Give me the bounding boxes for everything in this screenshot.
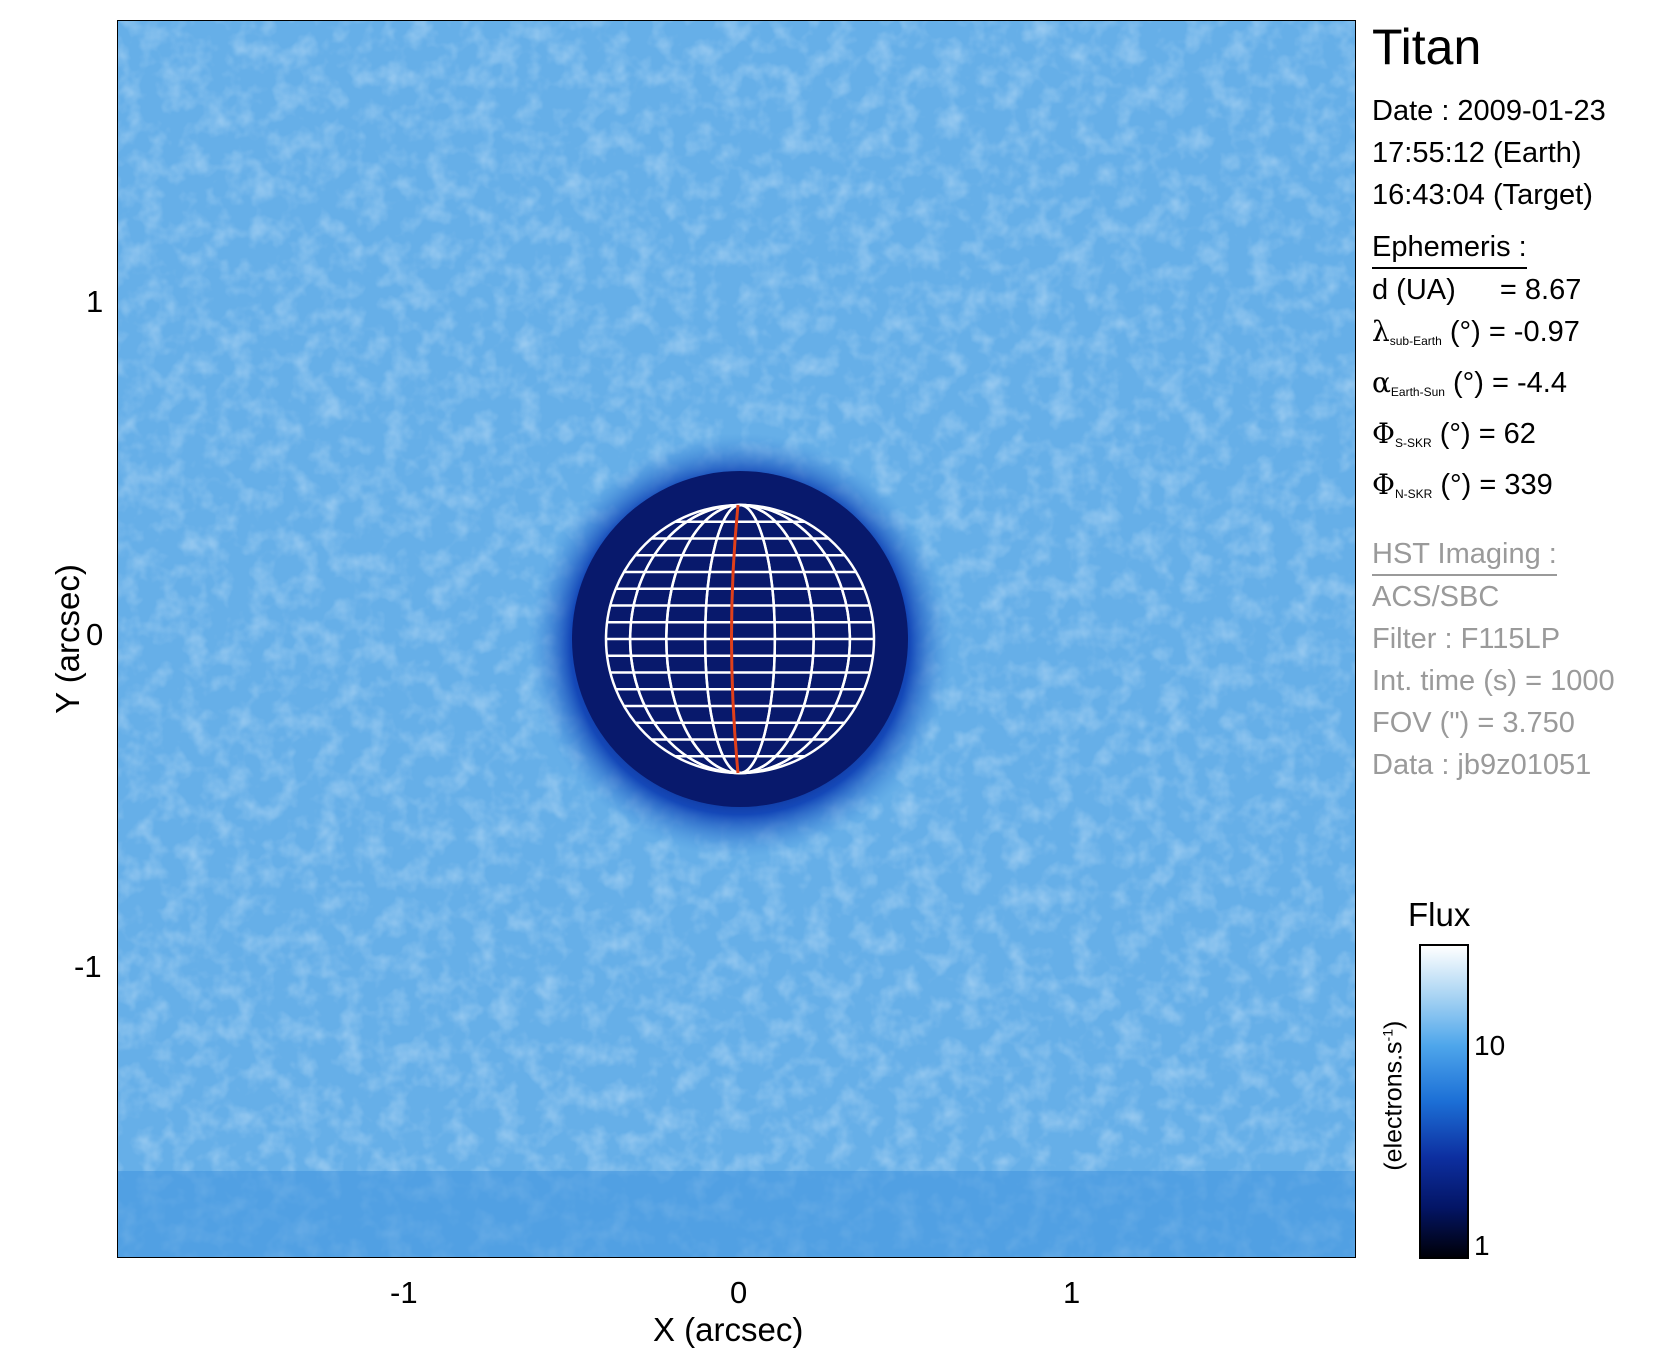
lambda-subscript: sub-Earth xyxy=(1389,334,1442,348)
ephemeris-phi-n: ΦN-SKR (°) = 339 xyxy=(1372,464,1652,515)
colorbar-unit-exponent: -1 xyxy=(1379,1028,1396,1042)
distance-value: = 8.67 xyxy=(1499,274,1582,306)
target-title: Titan xyxy=(1372,19,1482,75)
lambda-symbol: λ xyxy=(1372,315,1390,348)
phi-symbol: Φ xyxy=(1372,468,1395,501)
info-panel: Titan Date : 2009-01-23 17:55:12 (Earth)… xyxy=(1372,14,1652,786)
alpha-value: (°) = -4.4 xyxy=(1453,367,1567,399)
integration-time: Int. time (s) = 1000 xyxy=(1372,665,1615,697)
x-tick-label: 1 xyxy=(1063,1275,1081,1310)
y-tick-label: 1 xyxy=(86,284,104,319)
bottom-band xyxy=(118,1171,1355,1257)
colorbar: Flux (electrons.s-1) 10 1 xyxy=(1370,896,1620,1276)
time-target: 16:43:04 (Target) xyxy=(1372,179,1593,211)
y-tick-label: 0 xyxy=(86,617,104,652)
ephemeris-phi-s: ΦS-SKR (°) = 62 xyxy=(1372,413,1652,464)
hst-heading: HST Imaging : xyxy=(1372,534,1557,576)
central-meridian xyxy=(730,504,740,774)
phi-s-value: (°) = 62 xyxy=(1439,418,1536,450)
x-tick-label: 0 xyxy=(730,1275,748,1310)
ephemeris-heading: Ephemeris : xyxy=(1372,227,1527,269)
colorbar-unit-text: (electrons.s xyxy=(1379,1041,1408,1171)
field-of-view: FOV (") = 3.750 xyxy=(1372,707,1575,739)
uv-image xyxy=(118,21,1355,1257)
phi-s-subscript: S-SKR xyxy=(1394,436,1432,450)
phi-n-subscript: N-SKR xyxy=(1394,487,1433,501)
ephemeris-alpha: αEarth-Sun (°) = -4.4 xyxy=(1372,362,1652,413)
date-line: Date : 2009-01-23 xyxy=(1372,95,1606,127)
colorbar-title: Flux xyxy=(1408,896,1471,933)
y-axis-title: Y (arcsec) xyxy=(49,564,86,714)
phi-n-value: (°) = 339 xyxy=(1440,469,1553,501)
distance-label: d (UA) xyxy=(1372,274,1456,306)
x-tick-label: -1 xyxy=(390,1275,418,1310)
lambda-value: (°) = -0.97 xyxy=(1449,316,1580,348)
colorbar-gradient xyxy=(1419,944,1469,1259)
alpha-subscript: Earth-Sun xyxy=(1390,385,1445,399)
colorbar-unit-close: ) xyxy=(1379,1020,1408,1029)
ephemeris-lambda: λsub-Earth (°) = -0.97 xyxy=(1372,311,1652,362)
hst-section: HST Imaging : ACS/SBC Filter : F115LP In… xyxy=(1372,533,1652,786)
colorbar-tick: 10 xyxy=(1474,1030,1506,1061)
instrument: ACS/SBC xyxy=(1372,581,1500,613)
time-earth: 17:55:12 (Earth) xyxy=(1372,137,1582,169)
image-plot-area xyxy=(117,20,1356,1258)
phi-symbol: Φ xyxy=(1372,417,1395,450)
longitude-line xyxy=(628,503,852,775)
planet-grid xyxy=(604,503,876,775)
y-tick-label: -1 xyxy=(74,949,102,984)
dataset-id: Data : jb9z01051 xyxy=(1372,749,1592,781)
x-axis-title: X (arcsec) xyxy=(653,1311,804,1348)
colorbar-tick: 1 xyxy=(1474,1230,1490,1261)
ephemeris-distance: d (UA) = 8.67 xyxy=(1372,269,1652,311)
colorbar-unit: (electrons.s-1) xyxy=(1379,996,1408,1196)
filter: Filter : F115LP xyxy=(1372,623,1561,655)
alpha-symbol: α xyxy=(1372,366,1391,399)
